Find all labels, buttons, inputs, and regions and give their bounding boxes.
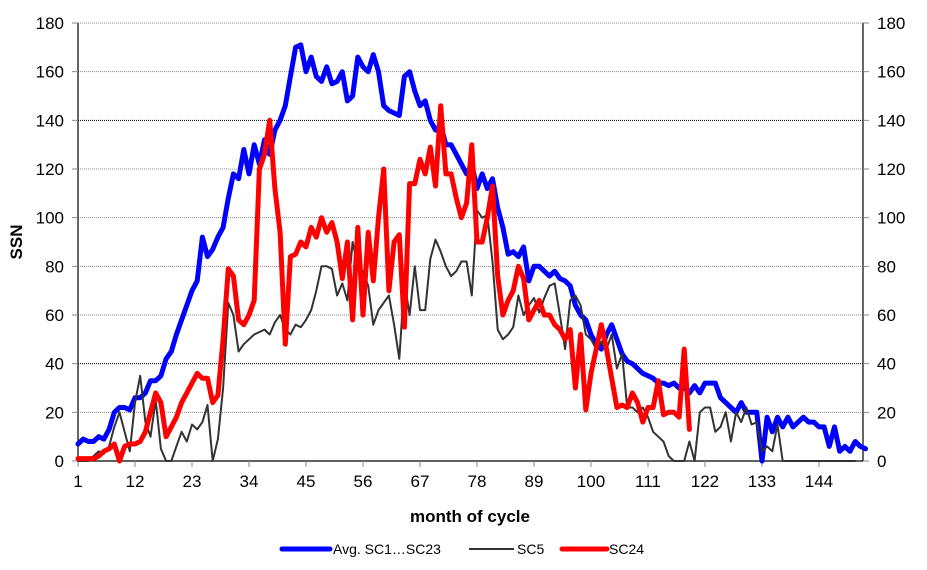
x-axis-title: month of cycle: [410, 507, 530, 526]
y-axis-title: SSN: [7, 225, 26, 260]
y-tick-label-right: 0: [877, 452, 886, 471]
y-tick-label-right: 160: [877, 63, 905, 82]
x-tick-label: 45: [297, 472, 316, 491]
gridlines: [78, 22, 863, 413]
x-tick-label: 111: [635, 472, 661, 491]
y-tick-label-right: 40: [877, 355, 896, 374]
x-tick-label: 56: [354, 472, 373, 491]
x-tick-label: 122: [691, 472, 719, 491]
x-tick-label: 133: [748, 472, 776, 491]
x-tick-label: 78: [468, 472, 487, 491]
y-tick-label-left: 40: [45, 355, 64, 374]
y-tick-label-right: 80: [877, 257, 896, 276]
series-line-sc5: [77, 209, 857, 462]
y-tick-label-right: 120: [877, 160, 905, 179]
series-layer: [75, 42, 869, 464]
y-tick-label-left: 100: [36, 209, 64, 228]
x-tick-label: 67: [411, 472, 430, 491]
x-tick-label: 89: [525, 472, 544, 491]
series-line-avg-sc1-sc23: [75, 42, 869, 464]
x-tick-label: 144: [805, 472, 833, 491]
x-tick-label: 100: [577, 472, 605, 491]
y-tick-label-left: 20: [45, 403, 64, 422]
x-tick-label: 23: [183, 472, 202, 491]
x-tick-label: 34: [240, 472, 259, 491]
legend-item-sc24: SC24: [559, 541, 644, 557]
y-tick-labels-left: 0 20 40 60 80 100 120 140 160 180: [36, 14, 78, 471]
y-tick-label-left: 160: [36, 63, 64, 82]
legend-item-avg: Avg. SC1…SC23: [279, 541, 441, 557]
x-tick-labels: 1 12 23 34 45 56 67 78 89 100 111 122 133 144: [73, 461, 833, 491]
y-tick-label-left: 0: [55, 452, 64, 471]
x-tick-label: 12: [126, 472, 145, 491]
series-line-sc24: [75, 103, 692, 464]
y-tick-label-left: 80: [45, 257, 64, 276]
y-tick-label-right: 100: [877, 209, 905, 228]
y-tick-label-right: 60: [877, 306, 896, 325]
axes: [77, 23, 864, 462]
y-tick-label-left: 120: [36, 160, 64, 179]
legend-item-sc5: SC5: [469, 541, 544, 557]
y-tick-label-left: 180: [36, 14, 64, 33]
legend-label-sc5: SC5: [517, 541, 544, 557]
y-tick-label-right: 20: [877, 403, 896, 422]
y-tick-label-right: 180: [877, 14, 905, 33]
legend-label-avg: Avg. SC1…SC23: [333, 541, 441, 557]
y-tick-label-left: 140: [36, 111, 64, 130]
legend-label-sc24: SC24: [609, 541, 644, 557]
y-tick-label-left: 60: [45, 306, 64, 325]
legend: Avg. SC1…SC23 SC5 SC24: [279, 541, 644, 557]
x-tick-label: 1: [73, 472, 82, 491]
y-tick-label-right: 140: [877, 111, 905, 130]
y-tick-labels-right: 0 20 40 60 80 100 120 140 160 180: [863, 14, 905, 471]
